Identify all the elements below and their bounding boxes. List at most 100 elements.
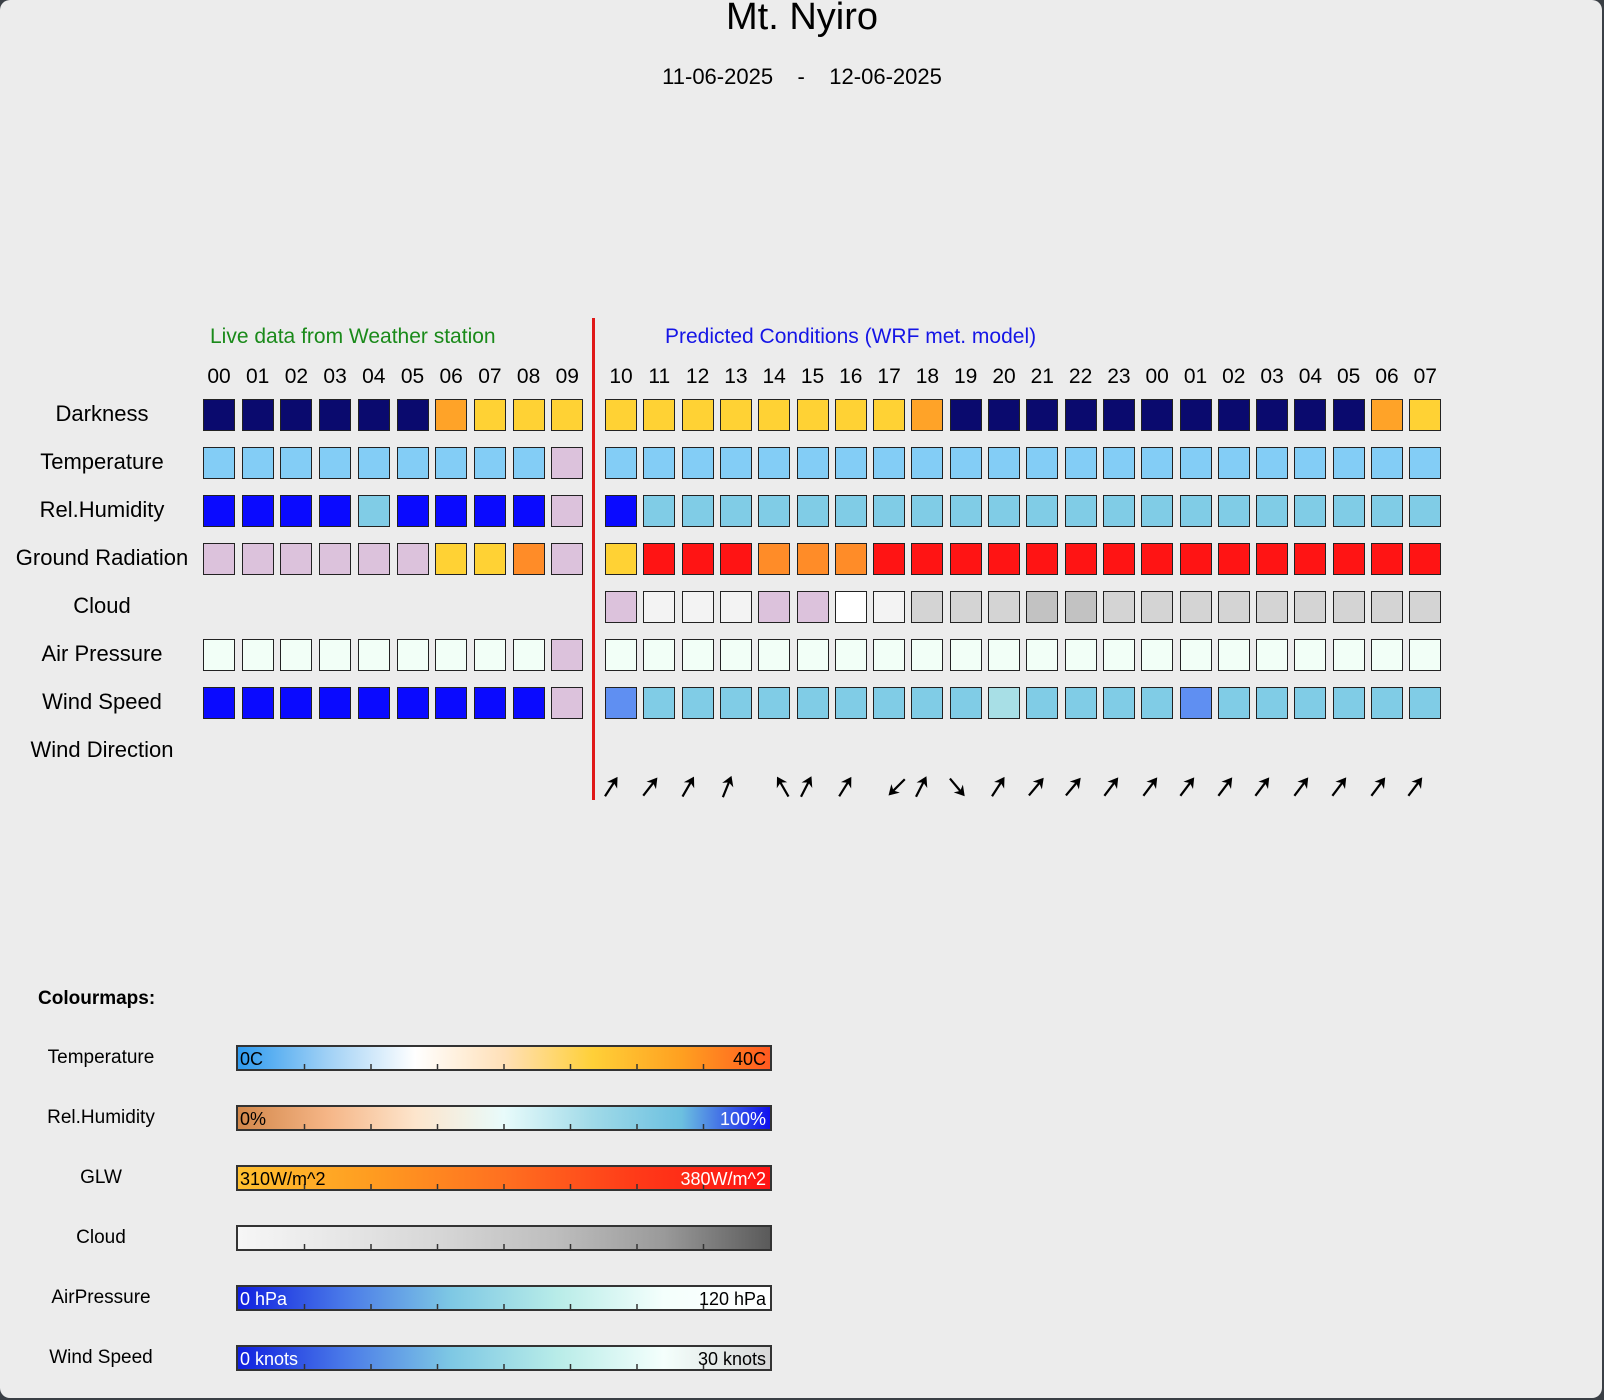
wind-arrow-icon [888,778,906,796]
colourmap-bar: 0 knots 30 knots [236,1345,772,1371]
condition-cell [988,543,1020,575]
condition-cell [911,591,944,623]
condition-cell [473,639,506,671]
condition-cell [1179,543,1212,575]
condition-cell [1217,591,1250,623]
condition-cell [758,399,791,431]
condition-cell [1141,687,1174,719]
hour-label: 04 [362,365,386,388]
colourmap-ticks [303,1064,705,1069]
condition-cell [512,687,545,719]
condition-cell [203,543,235,575]
hour-label: 01 [1183,365,1208,388]
condition-cell [435,639,468,671]
hour-label: 10 [609,365,633,388]
condition-cell [1179,495,1212,527]
colourmaps-heading: Colourmaps: [38,988,156,1009]
condition-cell [551,495,584,527]
condition-cell [873,543,906,575]
condition-cell [1294,447,1327,479]
condition-cell [1141,447,1174,479]
condition-cell [435,399,468,431]
condition-cell [1409,639,1442,671]
hour-label: 00 [1145,365,1169,388]
condition-cell [551,399,584,431]
colourmap-min-label: 0 knots [240,1349,299,1369]
condition-cell [1256,543,1289,575]
condition-cell [1141,399,1174,431]
condition-cell [512,447,545,479]
condition-cell [1332,399,1365,431]
condition-cell [1256,399,1289,431]
wind-arrow-icon [1254,777,1270,797]
hour-label: 06 [1375,365,1399,388]
condition-cell [1064,591,1097,623]
wind-arrow-icon [1065,777,1081,797]
colourmap-max-label: 40C [732,1049,766,1069]
hour-label: 19 [954,365,978,388]
hour-label: 05 [1337,365,1361,388]
row-label: Darkness [55,401,149,426]
condition-cell [1217,687,1250,719]
condition-cell [681,543,714,575]
condition-cell [643,639,676,671]
condition-cell [1102,543,1135,575]
condition-cell [319,543,352,575]
condition-cell [988,687,1020,719]
hour-label: 04 [1298,365,1323,388]
condition-cell [834,495,867,527]
condition-cell [1217,543,1250,575]
condition-cell [911,495,944,527]
condition-cell [1217,447,1250,479]
condition-cell [473,447,506,479]
condition-cell [911,447,944,479]
condition-cell [911,399,944,431]
condition-cell [796,543,829,575]
condition-cell [873,591,906,623]
hour-label: 12 [685,365,710,388]
condition-cell [280,399,313,431]
condition-cell [1409,543,1442,575]
condition-cell [681,687,714,719]
condition-cell [1332,639,1365,671]
condition-cell [1332,687,1365,719]
condition-cell [949,399,982,431]
condition-cell [1141,639,1174,671]
wind-arrow-icon [838,776,852,797]
condition-cell [758,495,791,527]
wind-arrow-icon [915,776,928,798]
condition-cell [473,687,506,719]
condition-cell [1371,639,1403,671]
condition-cell [719,399,752,431]
condition-cell [988,399,1020,431]
condition-cell [949,639,982,671]
colourmap-ticks [303,1244,705,1249]
condition-cell [1371,447,1403,479]
condition-cell [681,447,714,479]
colourmap-label: Rel.Humidity [47,1107,155,1128]
wind-arrow-icon [991,776,1005,797]
wind-arrow-icon [1103,777,1119,797]
hour-label: 01 [246,365,270,388]
condition-cell [949,447,982,479]
condition-cell [1026,591,1059,623]
condition-cell [1064,495,1097,527]
condition-cell [605,447,637,479]
hour-label: 07 [478,365,502,388]
condition-cell [1256,639,1289,671]
condition-cell [1102,495,1135,527]
condition-cell [1064,447,1097,479]
condition-cell [1409,495,1442,527]
condition-cell [396,495,429,527]
condition-cell [1026,399,1059,431]
condition-cell [1294,591,1327,623]
condition-cell [241,399,274,431]
wind-arrow-icon [1217,777,1233,797]
hour-label: 20 [992,365,1016,388]
condition-cell [834,399,867,431]
condition-cell [551,447,584,479]
condition-cell [1026,495,1059,527]
condition-cell [1141,543,1174,575]
condition-cell [1371,687,1403,719]
